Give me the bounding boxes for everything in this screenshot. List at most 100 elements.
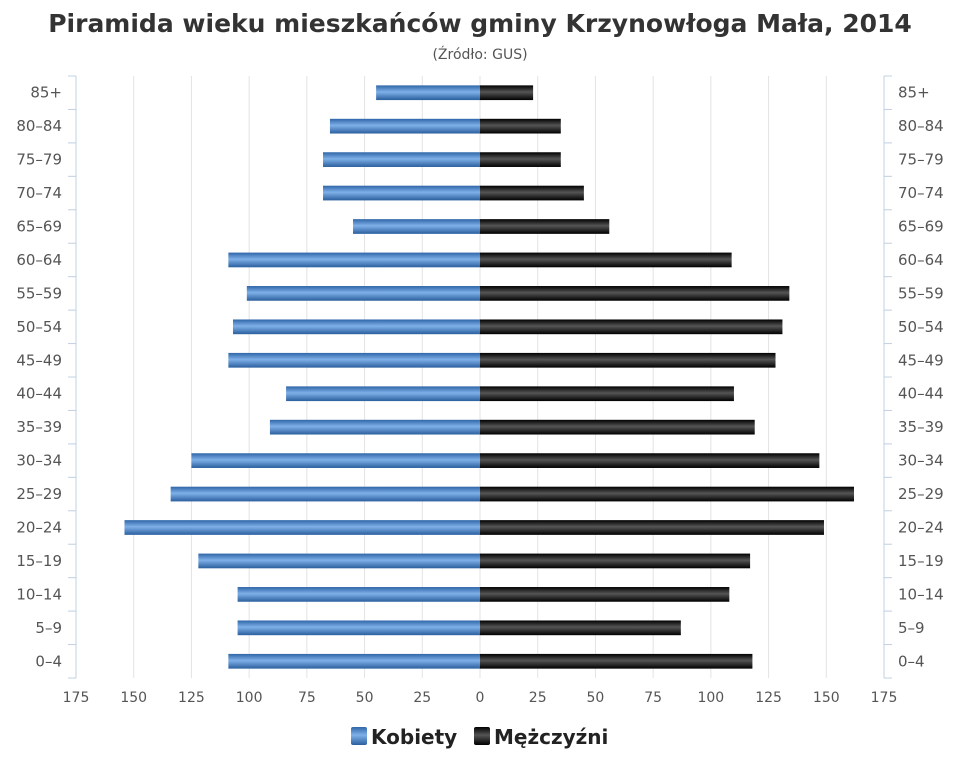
category-label-right: 85+: [898, 84, 930, 102]
x-tick-labels: 175 150 125 100 75 50 25 0 25 50 75 100 125 150 175: [63, 690, 898, 706]
category-label-right: 15–19: [898, 552, 944, 570]
category-label-right: 10–14: [898, 585, 944, 603]
bar-kobiety: [228, 653, 480, 669]
bar-kobiety: [237, 587, 480, 602]
bar-mezczyzni: [480, 453, 820, 468]
category-label-left: 50–54: [16, 318, 62, 336]
category-label-left: 5–9: [35, 619, 62, 637]
bar-kobiety: [246, 286, 480, 301]
grid-lines: [75, 76, 885, 678]
bar-mezczyzni: [480, 486, 854, 502]
x-tick-label: 0: [476, 690, 485, 706]
bar-kobiety: [232, 319, 480, 335]
category-label-left: 10–14: [16, 585, 62, 603]
bar-kobiety: [269, 419, 480, 435]
category-label-right: 0–4: [898, 652, 925, 670]
bar-mezczyzni: [480, 152, 561, 167]
legend-item-kobiety[interactable]: Kobiety: [351, 725, 457, 749]
category-label-right: 60–64: [898, 251, 944, 269]
x-tick-label: 25: [529, 690, 547, 706]
bar-kobiety: [323, 152, 480, 167]
category-label-right: 35–39: [898, 418, 944, 436]
bar-kobiety: [228, 352, 480, 368]
category-label-right: 55–59: [898, 284, 944, 302]
x-tick-label: 50: [356, 690, 374, 706]
legend-item-mezczyzni[interactable]: Mężczyźni: [474, 725, 608, 749]
chart-subtitle: (Źródło: GUS): [432, 45, 527, 63]
category-label-right: 5–9: [898, 619, 925, 637]
category-label-left: 75–79: [16, 151, 62, 169]
category-label-left: 45–49: [16, 351, 62, 369]
category-label-left: 60–64: [16, 251, 62, 269]
category-label-right: 25–29: [898, 485, 944, 503]
category-label-left: 40–44: [16, 385, 62, 403]
bar-kobiety: [228, 252, 480, 268]
bar-kobiety: [237, 620, 480, 636]
bar-mezczyzni: [480, 118, 561, 134]
category-label-right: 40–44: [898, 385, 944, 403]
bar-mezczyzni: [480, 319, 783, 335]
bar-mezczyzni: [480, 185, 584, 201]
x-tick-label: 75: [644, 690, 662, 706]
x-tick-label: 100: [697, 690, 724, 706]
x-tick-label: 175: [63, 690, 90, 706]
bar-mezczyzni: [480, 620, 681, 636]
category-label-left: 65–69: [16, 218, 62, 236]
bar-mezczyzni: [480, 553, 751, 569]
category-label-left: 35–39: [16, 418, 62, 436]
category-label-left: 20–24: [16, 519, 62, 537]
category-label-right: 45–49: [898, 351, 944, 369]
bar-kobiety: [198, 553, 480, 569]
category-label-right: 75–79: [898, 151, 944, 169]
category-label-right: 20–24: [898, 519, 944, 537]
x-tick-label: 75: [298, 690, 316, 706]
category-label-left: 25–29: [16, 485, 62, 503]
bar-mezczyzni: [480, 653, 753, 669]
bars: [124, 85, 854, 669]
x-tick-label: 150: [120, 690, 147, 706]
category-label-right: 70–74: [898, 184, 944, 202]
bar-kobiety: [191, 453, 480, 468]
bar-mezczyzni: [480, 286, 790, 301]
bar-kobiety: [329, 118, 480, 134]
bar-kobiety: [353, 219, 480, 234]
category-label-left: 0–4: [35, 652, 62, 670]
x-tick-label: 175: [871, 690, 898, 706]
category-label-left: 30–34: [16, 452, 62, 470]
x-tick-label: 25: [413, 690, 431, 706]
legend-label-kobiety: Kobiety: [371, 725, 457, 749]
category-label-right: 50–54: [898, 318, 944, 336]
category-label-left: 70–74: [16, 184, 62, 202]
category-label-left: 15–19: [16, 552, 62, 570]
bar-mezczyzni: [480, 252, 732, 268]
x-tick-label: 125: [178, 690, 205, 706]
bar-mezczyzni: [480, 85, 534, 101]
category-label-right: 80–84: [898, 117, 944, 135]
chart-title: Piramida wieku mieszkańców gminy Krzynow…: [48, 9, 912, 38]
category-label-left: 85+: [30, 84, 62, 102]
bar-kobiety: [323, 185, 480, 201]
bar-kobiety: [286, 386, 480, 402]
legend: Kobiety Mężczyźni: [351, 725, 608, 749]
legend-label-mezczyzni: Mężczyźni: [494, 725, 608, 749]
bar-kobiety: [170, 486, 480, 502]
bar-mezczyzni: [480, 219, 610, 234]
x-tick-label: 50: [587, 690, 605, 706]
axes: [68, 75, 892, 679]
category-labels: 85+ 85+ 80–84 80–84 75–79 75–79 70–74 70–74 65–6…: [16, 84, 943, 671]
x-tick-label: 100: [236, 690, 263, 706]
x-tick-label: 125: [755, 690, 782, 706]
bar-mezczyzni: [480, 386, 734, 402]
bar-mezczyzni: [480, 587, 730, 602]
bar-kobiety: [124, 520, 480, 535]
bar-mezczyzni: [480, 352, 776, 368]
category-label-left: 80–84: [16, 117, 62, 135]
category-label-left: 55–59: [16, 284, 62, 302]
bar-mezczyzni: [480, 419, 755, 435]
legend-swatch-kobiety: [351, 727, 367, 745]
category-label-right: 30–34: [898, 452, 944, 470]
bar-kobiety: [376, 85, 480, 101]
legend-swatch-mezczyzni: [474, 727, 490, 745]
x-tick-label: 150: [813, 690, 840, 706]
